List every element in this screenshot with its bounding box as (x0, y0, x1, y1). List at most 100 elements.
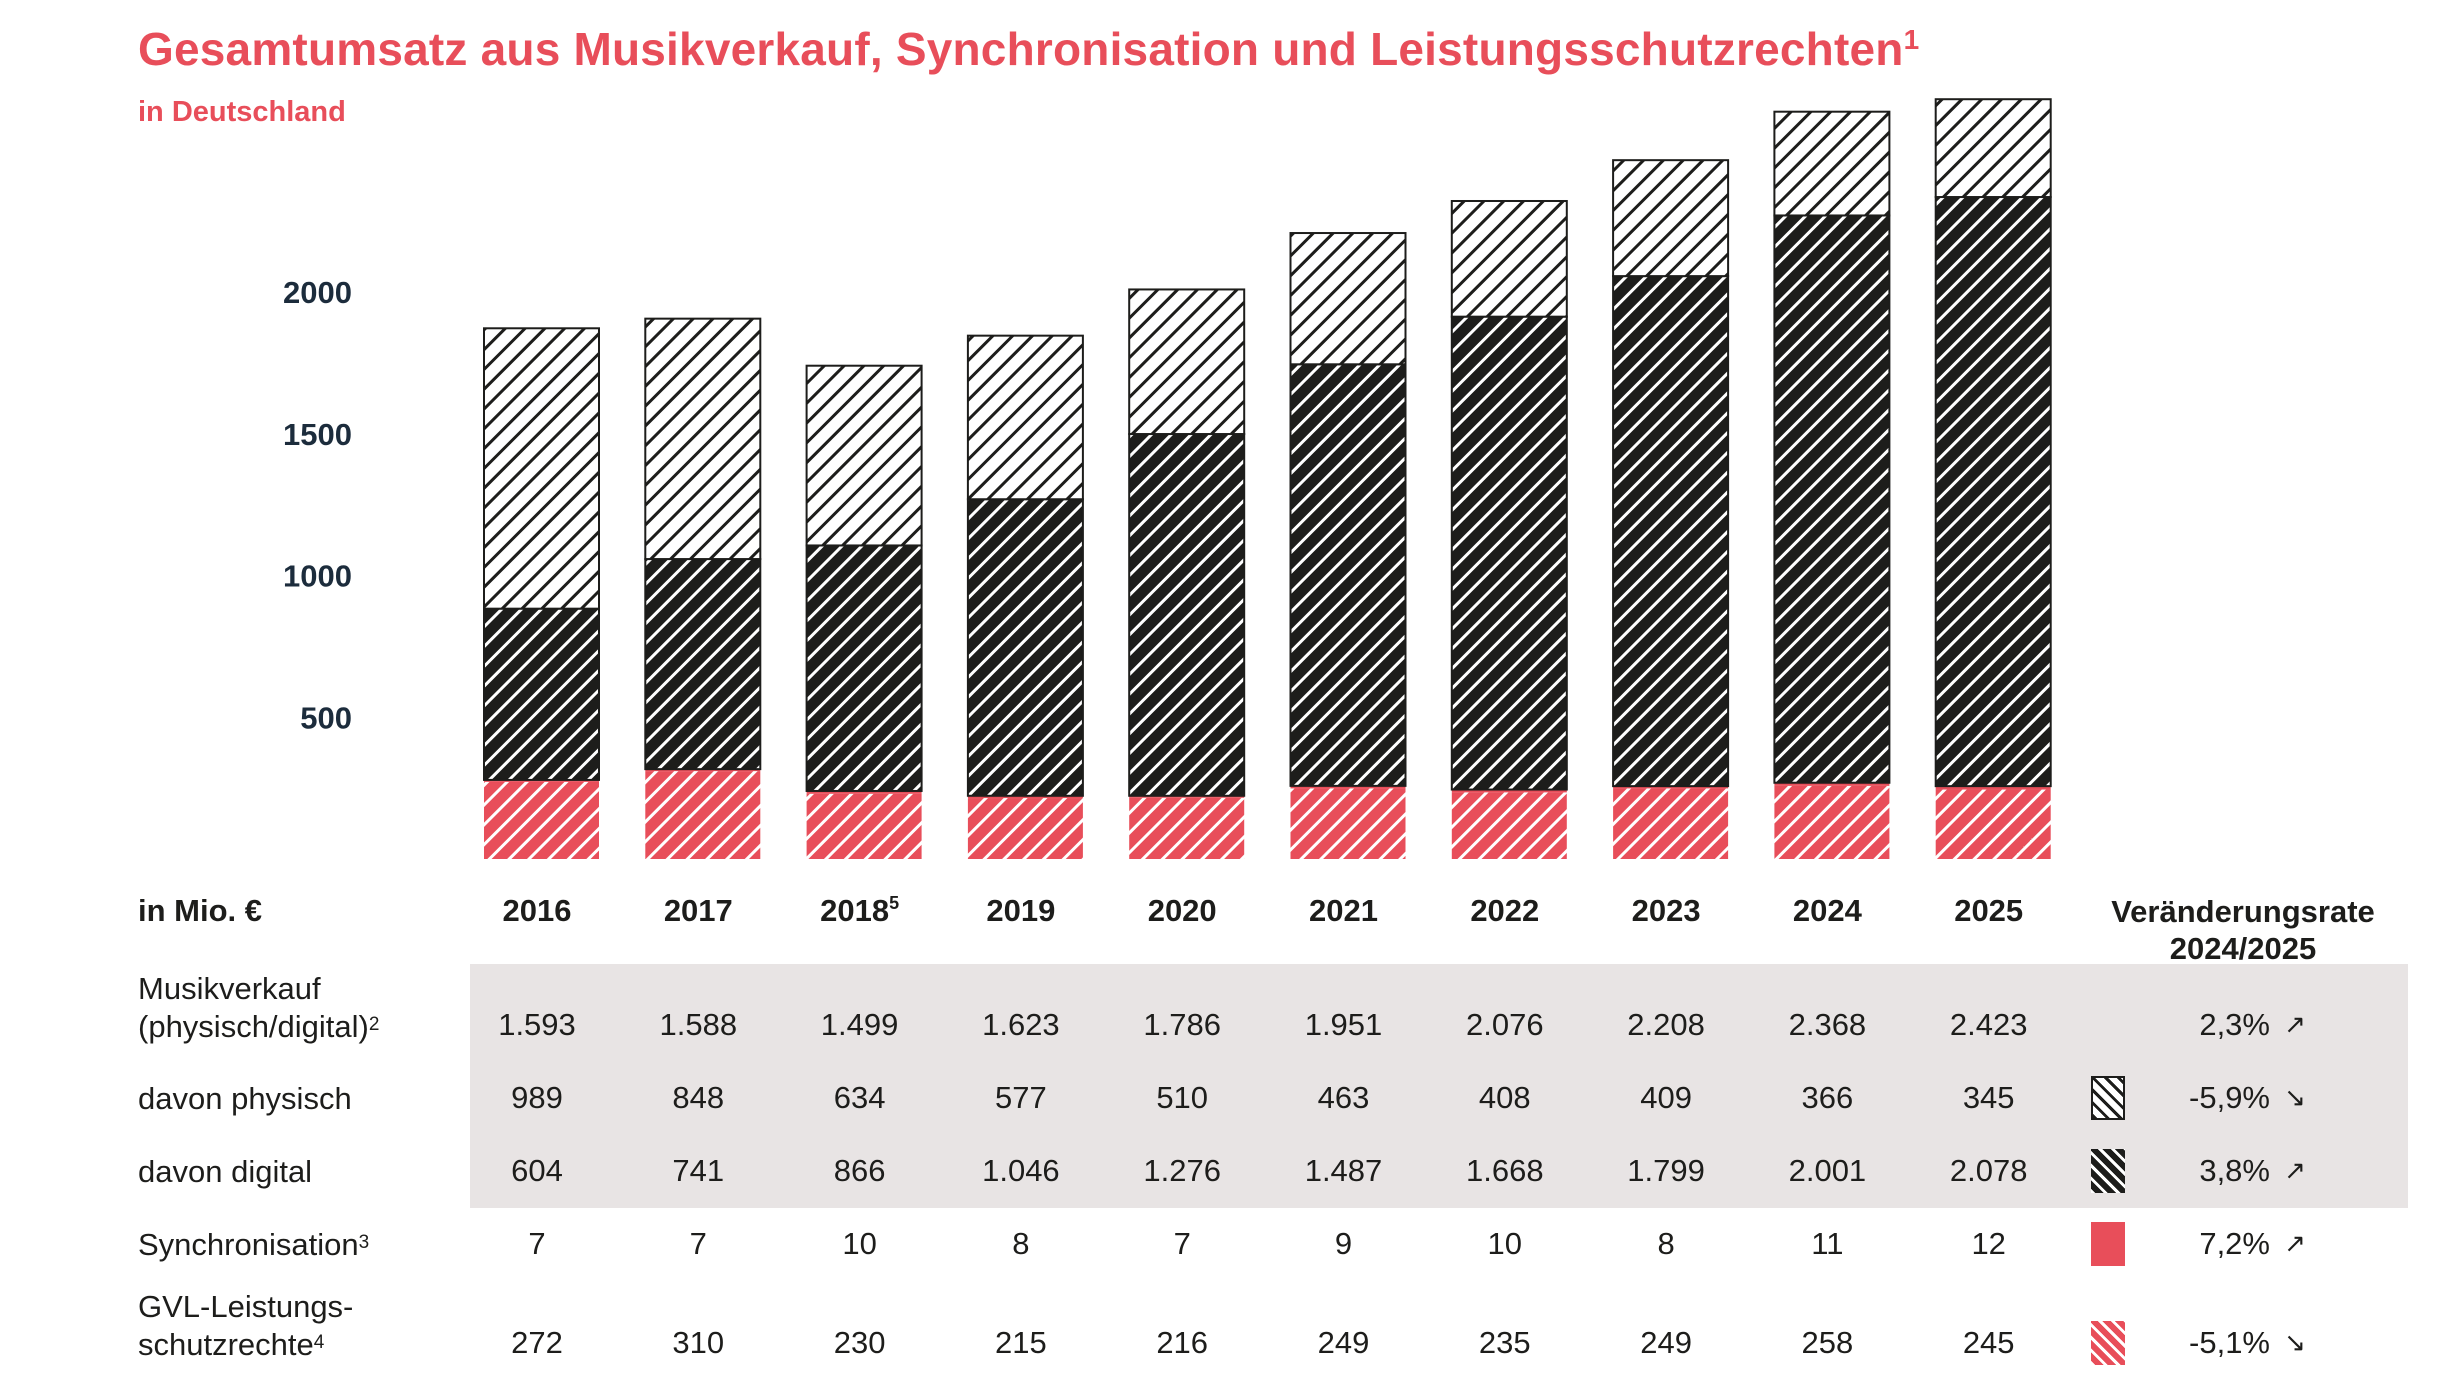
bar-segment-gvl (645, 771, 761, 859)
bar-segment-digital (1934, 196, 2052, 788)
table-cell: 1.588 (659, 1007, 738, 1042)
bar-segment-physisch (1289, 232, 1407, 366)
bar-segment-gvl (1935, 789, 2051, 859)
bar-segment-digital (805, 544, 923, 792)
table-cell: 258 (1801, 1325, 1854, 1360)
change-rate: 3,8% (2199, 1153, 2270, 1188)
row-label-digital: davon digital (138, 1153, 312, 1191)
table-cell: 1.276 (1143, 1153, 1221, 1188)
table-cell: 215 (995, 1325, 1047, 1360)
table-cell: 249 (1640, 1325, 1692, 1360)
bar-segment-digital (1289, 363, 1407, 787)
title-footnote-mark: 1 (1903, 24, 1920, 55)
row-label-gvl: GVL-Leistungs-schutzrechte4 (138, 1288, 353, 1364)
row-label-line2: schutzrechte4 (138, 1327, 325, 1362)
table-cell: 7 (689, 1226, 707, 1261)
chart-subtitle: in Deutschland (138, 96, 346, 128)
year-header: 2019 (986, 893, 1056, 928)
bar-segment-gvl (1290, 788, 1406, 859)
table-cell: 1.951 (1304, 1007, 1383, 1042)
rate-header-line2: 2024/2025 (2169, 931, 2317, 966)
y-tick-label: 2000 (283, 275, 352, 310)
row-label-musikverkauf: Musikverkauf (physisch/digital)2 (138, 970, 379, 1046)
change-rate: 2,3% (2199, 1007, 2270, 1042)
row-label-synchronisation: Synchronisation3 (138, 1226, 369, 1264)
bar-segment-gvl (967, 798, 1083, 859)
legend-swatch-synchronisation (2091, 1222, 2125, 1266)
bar-segment-gvl (1613, 788, 1729, 859)
bar-segment-digital (966, 498, 1084, 797)
bar-segment-gvl (484, 781, 599, 859)
bar-2020 (1128, 288, 1246, 859)
row-footnote-mark: 4 (313, 1332, 325, 1353)
year-header: 2021 (1309, 893, 1378, 928)
bar-segment-gvl (806, 793, 922, 859)
chart-title: Gesamtumsatz aus Musikverkauf, Synchroni… (138, 22, 1919, 76)
table-cell: 463 (1317, 1080, 1370, 1115)
table-cell: 7 (528, 1226, 546, 1261)
y-tick-label: 1000 (283, 559, 352, 594)
bar-segment-synchronisation (1451, 789, 1567, 793)
year-header: 2023 (1631, 893, 1701, 928)
row-footnote-mark: 3 (358, 1232, 370, 1253)
year-header: 2020 (1147, 893, 1217, 928)
bar-2016 (483, 327, 600, 859)
bar-segment-physisch (1450, 199, 1568, 318)
bar-2024 (1773, 110, 1891, 859)
table-cell: 2.078 (1949, 1153, 2028, 1188)
table-cell: 249 (1317, 1325, 1370, 1360)
table-cell: 989 (511, 1080, 563, 1115)
table-cell: 1.499 (820, 1007, 899, 1042)
musikverkauf-shaded-band (470, 964, 2408, 1208)
table-cell: 235 (1478, 1325, 1531, 1360)
change-rate: -5,1% (2189, 1325, 2270, 1360)
bar-segment-gvl (1129, 797, 1245, 859)
y-axis: 500 1000 1500 2000 (283, 275, 352, 735)
bar-segment-physisch (1934, 98, 2052, 199)
row-label-line1: GVL-Leistungs- (138, 1289, 354, 1324)
rate-header: Veränderungsrate 2024/2025 (2093, 893, 2393, 967)
year-footnote-mark: 5 (889, 893, 900, 913)
table-cell: 8 (1657, 1226, 1675, 1261)
unit-label: in Mio. € (138, 893, 262, 928)
table-cell: 510 (1156, 1080, 1209, 1115)
table-cell: 216 (1156, 1325, 1209, 1360)
bar-segment-digital (1773, 214, 1891, 784)
year-header: 2022 (1470, 893, 1540, 928)
table-cell: 408 (1478, 1080, 1531, 1115)
bar-2017 (644, 317, 762, 859)
table-cell: 604 (511, 1153, 563, 1188)
table-cell: 1.487 (1304, 1153, 1383, 1188)
bar-segment-physisch (1773, 110, 1891, 217)
table-cell: 9 (1334, 1226, 1353, 1261)
row-label-physisch: davon physisch (138, 1080, 352, 1118)
table-cell: 1.668 (1466, 1153, 1544, 1188)
table-cell: 2.368 (1788, 1007, 1867, 1042)
bar-segment-synchronisation (967, 795, 1083, 799)
bar-segment-physisch (966, 334, 1084, 501)
table-cell: 10 (1487, 1226, 1523, 1261)
bar-segment-synchronisation (806, 790, 922, 794)
table-cell: 741 (672, 1153, 725, 1188)
legend-swatch-digital (2091, 1149, 2125, 1193)
row-footnote-mark: 2 (368, 1014, 380, 1035)
bar-segment-synchronisation (1935, 786, 2051, 790)
table-cell: 1.623 (982, 1007, 1060, 1042)
table-cell: 1.593 (498, 1007, 576, 1042)
bar-segment-digital (483, 607, 600, 781)
bar-segment-digital (1450, 315, 1568, 791)
bar-segment-synchronisation (1613, 786, 1729, 789)
table-cell: 272 (511, 1325, 563, 1360)
bar-segment-physisch (483, 327, 600, 610)
change-rate: 7,2% (2199, 1226, 2270, 1261)
arrow-up-right-icon: ↗ (2284, 1155, 2306, 1185)
bar-2018 (805, 364, 923, 859)
arrow-up-right-icon: ↗ (2284, 1009, 2306, 1039)
table-cell: 634 (833, 1080, 886, 1115)
bar-2023 (1612, 159, 1730, 859)
table-cell: 2.423 (1949, 1007, 2028, 1042)
bar-2019 (966, 334, 1084, 859)
year-header: 2017 (663, 893, 733, 928)
table-cell: 11 (1811, 1226, 1844, 1261)
bar-segment-synchronisation (1290, 785, 1406, 789)
